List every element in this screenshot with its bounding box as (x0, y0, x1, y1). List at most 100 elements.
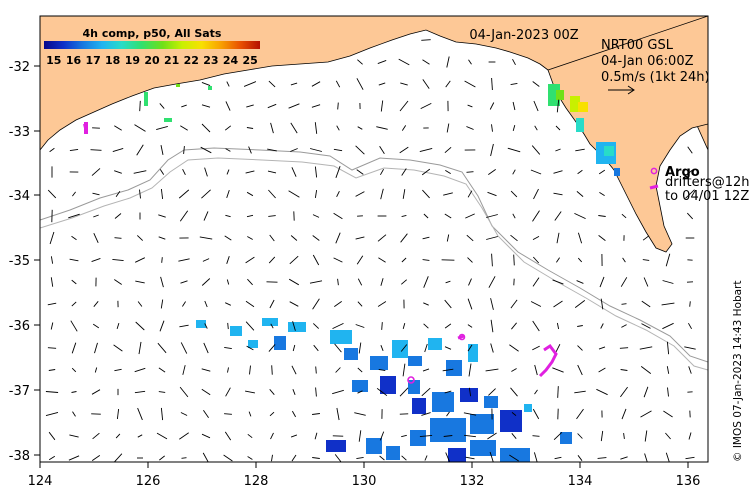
current-arrow (71, 279, 77, 285)
current-arrow (688, 366, 692, 374)
current-arrow (555, 343, 561, 353)
current-arrow (248, 411, 252, 417)
current-arrow (178, 189, 190, 199)
current-arrow (490, 319, 494, 333)
current-arrow (337, 102, 339, 110)
current-arrow (134, 367, 146, 373)
current-arrow (336, 407, 340, 421)
current-arrow (92, 323, 100, 329)
current-arrow (159, 169, 165, 175)
current-arrow (512, 58, 516, 66)
current-arrow (577, 169, 583, 175)
current-arrow (686, 212, 694, 220)
colorbar-tick-label: 21 (164, 54, 179, 67)
current-arrow (309, 280, 323, 284)
current-arrow (401, 455, 407, 461)
current-arrow (688, 432, 692, 440)
current-arrow (380, 100, 384, 112)
current-arrow (598, 367, 606, 373)
current-arrow (136, 144, 144, 156)
current-arrow (69, 258, 79, 262)
current-arrow (134, 390, 146, 394)
current-arrow (512, 101, 516, 111)
current-arrow (203, 410, 209, 418)
current-arrow (490, 143, 494, 157)
current-arrow (336, 125, 340, 131)
current-arrow (92, 432, 100, 440)
current-arrow (621, 303, 627, 305)
lat-tick-label: -35 (9, 254, 30, 269)
current-arrow (116, 408, 120, 420)
colorbar-tick-label: 24 (223, 54, 239, 67)
current-arrow (358, 430, 362, 442)
current-arrow (376, 387, 388, 397)
current-arrow (226, 81, 230, 87)
current-arrow (489, 102, 495, 110)
current-arrow (357, 301, 363, 307)
current-arrow (685, 456, 695, 460)
current-arrow (355, 145, 365, 155)
map-date: 04-Jan-2023 00Z (469, 28, 578, 43)
current-arrow (533, 188, 539, 200)
current-arrow (268, 344, 276, 352)
current-arrow (445, 280, 451, 284)
current-arrow (623, 433, 625, 439)
lat-tick-label: -33 (9, 125, 30, 140)
current-arrow (510, 234, 518, 242)
current-arrow (423, 302, 429, 306)
current-arrow (401, 434, 407, 438)
current-arrow (510, 82, 518, 86)
current-arrow (399, 146, 409, 154)
current-arrow (574, 300, 586, 308)
current-arrow (181, 457, 187, 459)
current-arrow (553, 192, 563, 196)
current-arrow (574, 212, 586, 220)
current-arrow (357, 367, 363, 373)
current-arrow (114, 279, 122, 285)
current-arrow (423, 276, 429, 288)
current-arrow (50, 277, 54, 287)
current-arrow (160, 276, 164, 288)
current-arrow (333, 257, 343, 263)
current-arrow (512, 213, 516, 219)
current-arrow (598, 346, 606, 350)
current-arrow (180, 342, 188, 354)
current-arrow (379, 145, 385, 155)
current-arrow (314, 432, 318, 440)
current-arrow (270, 323, 274, 329)
current-arrow (135, 257, 145, 263)
current-arrow (315, 387, 317, 397)
current-arrow (513, 254, 515, 266)
current-arrow (223, 454, 233, 462)
current-arrow (376, 126, 388, 130)
colorbar-tick-label: 15 (46, 54, 61, 67)
current-arrow (421, 412, 431, 416)
current-arrow (312, 413, 320, 415)
current-arrow (620, 456, 628, 460)
lon-tick-label: 130 (352, 474, 377, 489)
current-arrow (378, 82, 386, 86)
current-arrow (315, 366, 317, 374)
current-arrow (641, 300, 651, 308)
current-arrow (378, 368, 386, 372)
current-arrow (114, 213, 122, 219)
current-arrow (444, 390, 452, 394)
current-arrow (619, 347, 629, 349)
current-arrow (246, 191, 254, 197)
current-arrow (402, 189, 406, 199)
current-arrow (422, 368, 430, 372)
current-arrow (424, 343, 428, 353)
colorbar-tick-label: 23 (203, 54, 218, 67)
current-arrow (377, 59, 387, 65)
current-arrow (225, 101, 231, 111)
current-arrow (577, 433, 583, 439)
current-arrow (552, 367, 564, 373)
current-arrow (94, 367, 98, 373)
sst-patches (84, 84, 620, 462)
current-arrow (245, 300, 255, 308)
argo-float-marker (407, 376, 415, 384)
current-arrow (641, 323, 651, 329)
current-arrow (486, 236, 498, 240)
current-arrow (622, 257, 626, 263)
current-arrow (93, 233, 99, 243)
